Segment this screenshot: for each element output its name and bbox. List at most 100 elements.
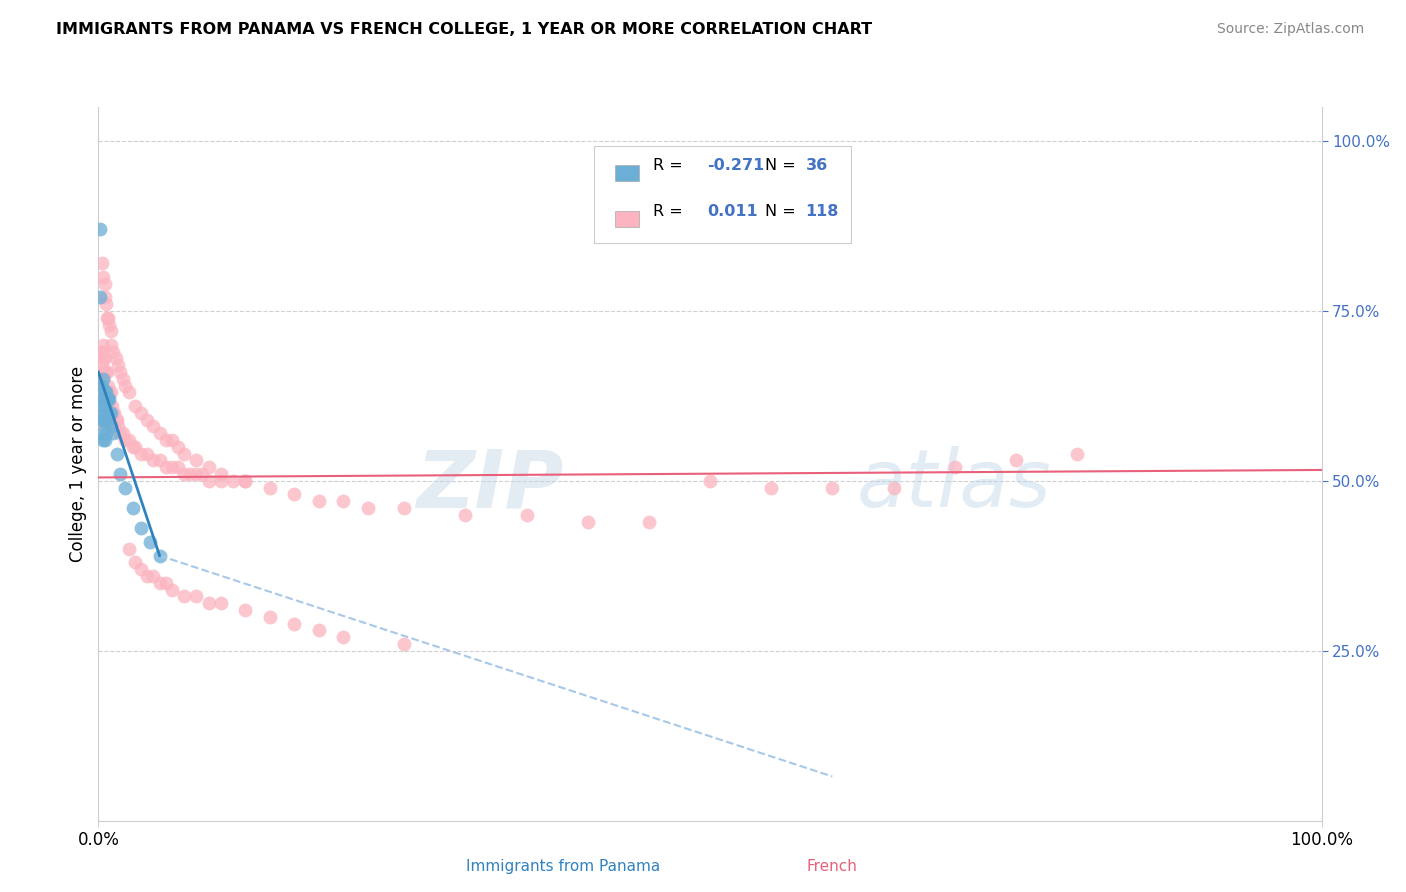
Point	[93, 290, 115, 304]
Point	[259, 609, 281, 624]
FancyBboxPatch shape	[614, 165, 640, 180]
Point	[576, 515, 599, 529]
Point	[149, 453, 172, 467]
Point	[91, 351, 114, 366]
Text: 0.011: 0.011	[707, 204, 758, 219]
Point	[91, 372, 114, 386]
Text: Immigrants from Panama: Immigrants from Panama	[467, 859, 661, 873]
Point	[110, 426, 132, 441]
Point	[89, 290, 111, 304]
Point	[91, 338, 114, 352]
Point	[91, 406, 114, 420]
Point	[136, 447, 159, 461]
Point	[91, 359, 114, 373]
Point	[139, 535, 162, 549]
FancyBboxPatch shape	[593, 146, 851, 243]
Point	[89, 222, 111, 236]
Point	[118, 385, 141, 400]
Point	[114, 433, 136, 447]
Point	[121, 501, 143, 516]
Point	[105, 412, 128, 426]
Point	[91, 392, 114, 407]
Point	[110, 365, 132, 379]
Point	[699, 474, 721, 488]
Text: French: French	[807, 859, 858, 873]
Text: R =: R =	[652, 204, 688, 219]
Point	[136, 412, 159, 426]
Point	[111, 372, 134, 386]
Point	[101, 344, 124, 359]
Point	[118, 433, 141, 447]
Point	[197, 474, 219, 488]
Point	[392, 501, 416, 516]
Point	[107, 419, 129, 434]
Point	[173, 447, 195, 461]
Point	[943, 460, 966, 475]
Point	[89, 372, 111, 386]
Point	[96, 406, 118, 420]
Point	[124, 440, 146, 454]
Text: R =: R =	[652, 158, 688, 173]
Point	[90, 344, 112, 359]
Point	[96, 412, 118, 426]
Point	[93, 412, 115, 426]
Point	[94, 426, 117, 441]
Point	[167, 440, 190, 454]
Point	[222, 474, 245, 488]
Point	[118, 541, 141, 556]
Point	[136, 569, 159, 583]
Point	[94, 297, 117, 311]
Point	[114, 481, 136, 495]
Point	[454, 508, 477, 522]
Point	[332, 494, 354, 508]
Point	[160, 460, 183, 475]
Point	[1004, 453, 1026, 467]
Point	[142, 453, 165, 467]
Point	[91, 392, 114, 407]
Point	[93, 365, 115, 379]
Text: IMMIGRANTS FROM PANAMA VS FRENCH COLLEGE, 1 YEAR OR MORE CORRELATION CHART: IMMIGRANTS FROM PANAMA VS FRENCH COLLEGE…	[56, 22, 872, 37]
Point	[101, 399, 124, 413]
Point	[129, 406, 152, 420]
Point	[155, 575, 177, 590]
Point	[110, 467, 132, 481]
Point	[91, 426, 114, 441]
Text: ZIP: ZIP	[416, 446, 564, 524]
Point	[186, 590, 208, 604]
Point	[638, 515, 661, 529]
Point	[100, 419, 122, 434]
Point	[91, 256, 114, 270]
Point	[94, 365, 117, 379]
Point	[93, 385, 115, 400]
Point	[100, 385, 122, 400]
Point	[883, 481, 905, 495]
Point	[93, 419, 115, 434]
Point	[124, 399, 146, 413]
Point	[356, 501, 378, 516]
Point	[96, 385, 118, 400]
Point	[186, 467, 208, 481]
Point	[93, 277, 115, 291]
Point	[97, 378, 120, 392]
Point	[155, 433, 177, 447]
Point	[107, 359, 129, 373]
Point	[91, 344, 114, 359]
Point	[1066, 447, 1088, 461]
Point	[97, 399, 120, 413]
Point	[94, 385, 117, 400]
Point	[90, 378, 112, 392]
Point	[142, 569, 165, 583]
Point	[91, 269, 114, 284]
Point	[91, 412, 114, 426]
Point	[91, 372, 114, 386]
Point	[167, 460, 190, 475]
Point	[97, 310, 120, 325]
FancyBboxPatch shape	[614, 211, 640, 227]
Point	[308, 624, 330, 638]
Point	[94, 406, 117, 420]
Point	[101, 426, 124, 441]
Point	[104, 412, 127, 426]
Point	[91, 392, 114, 407]
Point	[111, 426, 134, 441]
Point	[93, 399, 115, 413]
